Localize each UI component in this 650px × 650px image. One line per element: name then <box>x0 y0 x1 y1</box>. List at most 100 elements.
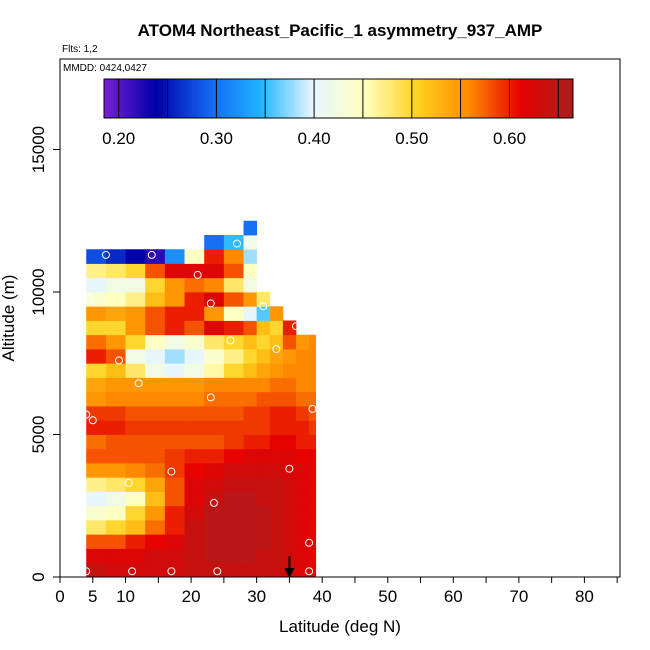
colorbar-swatch <box>552 79 556 118</box>
heatmap-cell <box>145 277 166 293</box>
heatmap-cell <box>243 520 258 535</box>
colorbar-swatch <box>502 79 507 118</box>
y-tick-label: 10000 <box>29 268 48 315</box>
colorbar-tick-label: 0.20 <box>102 129 135 148</box>
colorbar-swatch <box>417 79 422 118</box>
colorbar-swatch <box>332 79 337 118</box>
heatmap-cell <box>295 391 310 407</box>
colorbar-swatch <box>194 79 199 118</box>
heatmap-cell <box>184 391 205 407</box>
colorbar-swatch <box>300 79 304 118</box>
colorbar-swatch <box>326 79 331 118</box>
flights-label: Flts: 1,2 <box>62 44 98 55</box>
colorbar-swatch <box>189 79 193 118</box>
colorbar-swatch <box>567 79 571 118</box>
heatmap-cell <box>145 420 166 435</box>
heatmap-cell <box>86 477 107 492</box>
heatmap-cell <box>309 334 317 350</box>
x-axis-label: Latitude (deg N) <box>279 617 401 636</box>
sample-point <box>124 478 133 487</box>
colorbar-swatch <box>174 79 178 118</box>
colorbar-swatch <box>411 79 416 118</box>
colorbar-swatch <box>224 79 228 118</box>
heatmap-cell <box>309 520 317 535</box>
colorbar-swatch <box>367 79 372 118</box>
heatmap-cell <box>204 334 225 350</box>
heatmap-cell <box>243 292 258 307</box>
colorbar-swatch <box>250 79 254 118</box>
colorbar-swatch <box>215 79 219 118</box>
colorbar-swatch <box>537 79 542 118</box>
colorbar-swatch <box>370 79 375 118</box>
heatmap-cell <box>125 534 146 549</box>
heatmap-cell <box>309 491 317 507</box>
heatmap-cell <box>86 349 107 364</box>
colorbar-swatch <box>341 79 345 118</box>
colorbar-swatch <box>235 79 240 118</box>
sample-point <box>206 393 215 402</box>
colorbar-swatch <box>441 79 445 118</box>
sample-point <box>193 270 202 279</box>
heatmap-cell <box>309 420 317 435</box>
x-tick-label: 70 <box>509 587 528 606</box>
colorbar-swatch <box>104 79 108 118</box>
heatmap-cell <box>86 320 107 336</box>
heatmap-cell <box>204 534 225 549</box>
heatmap-cell <box>86 363 107 378</box>
colorbar-swatch <box>153 79 158 118</box>
colorbar-swatch <box>133 79 137 118</box>
heatmap-cell <box>125 277 146 293</box>
heatmap-cell <box>105 306 126 321</box>
heatmap-cell <box>184 377 205 393</box>
colorbar-swatch <box>397 79 401 118</box>
heatmap-cell <box>105 349 126 364</box>
colorbar-swatch <box>496 79 501 118</box>
colorbar-swatch <box>526 79 530 118</box>
colorbar-swatch <box>291 79 296 118</box>
heatmap-cell <box>256 349 271 364</box>
heatmap-cell <box>184 420 205 435</box>
colorbar-swatch <box>121 79 126 118</box>
heatmap-cell <box>243 434 258 450</box>
heatmap-cell <box>105 534 126 549</box>
heatmap-cell <box>86 491 107 507</box>
heatmap-cell <box>269 548 284 564</box>
heatmap-cell <box>145 534 166 549</box>
colorbar-swatch <box>473 79 477 118</box>
colorbar-frame <box>103 78 574 119</box>
latitude-marker-arrow <box>284 556 295 578</box>
heatmap-cell <box>125 249 146 264</box>
heatmap-cell <box>269 448 284 464</box>
colorbar-swatch <box>356 79 360 118</box>
heatmap-cell <box>164 548 185 564</box>
colorbar-swatch <box>493 79 498 118</box>
heatmap-cell <box>105 548 126 564</box>
heatmap-cell <box>204 263 225 279</box>
colorbar-swatch <box>558 79 562 118</box>
colorbar-swatch <box>408 79 413 118</box>
heatmap-cell <box>223 477 244 492</box>
heatmap-cell <box>184 320 205 336</box>
heatmap-cell <box>164 306 185 321</box>
heatmap-cell <box>86 263 107 279</box>
colorbar-swatch <box>162 79 167 118</box>
heatmap-cell <box>256 377 271 393</box>
x-tick-label: 20 <box>182 587 201 606</box>
heatmap-cell <box>105 420 126 435</box>
sample-point <box>285 464 294 473</box>
heatmap-cell <box>309 463 317 478</box>
heatmap-cell <box>204 520 225 535</box>
colorbar-swatch <box>244 79 249 118</box>
heatmap-cell <box>184 548 205 564</box>
heatmap-cell <box>295 420 310 435</box>
sample-points <box>82 239 317 576</box>
x-tick-label: 40 <box>313 587 332 606</box>
heatmap-cell <box>86 334 107 350</box>
x-tick-label: 5 <box>88 587 97 606</box>
colorbar-swatch <box>191 79 196 118</box>
heatmap-cell <box>164 520 185 535</box>
heatmap-cell <box>256 391 271 407</box>
heatmap-cell <box>105 292 126 307</box>
sample-point <box>128 567 137 576</box>
heatmap-cell <box>256 548 271 564</box>
